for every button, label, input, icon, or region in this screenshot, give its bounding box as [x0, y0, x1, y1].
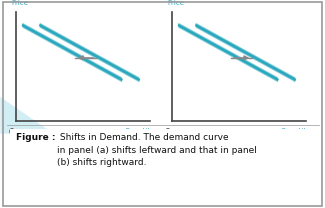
Text: Price: Price [11, 0, 28, 6]
Text: Figure :: Figure : [16, 133, 55, 142]
Text: (a): (a) [77, 140, 88, 149]
Text: (b): (b) [233, 140, 244, 149]
Text: Shifts in Demand. The demand curve
in panel (a) shifts leftward and that in pane: Shifts in Demand. The demand curve in pa… [57, 133, 257, 167]
Polygon shape [0, 97, 54, 134]
Text: Quantity: Quantity [124, 128, 155, 134]
Text: O: O [164, 128, 170, 137]
Text: O: O [8, 128, 14, 137]
Text: Price: Price [167, 0, 184, 6]
Text: Quantity: Quantity [280, 128, 311, 134]
